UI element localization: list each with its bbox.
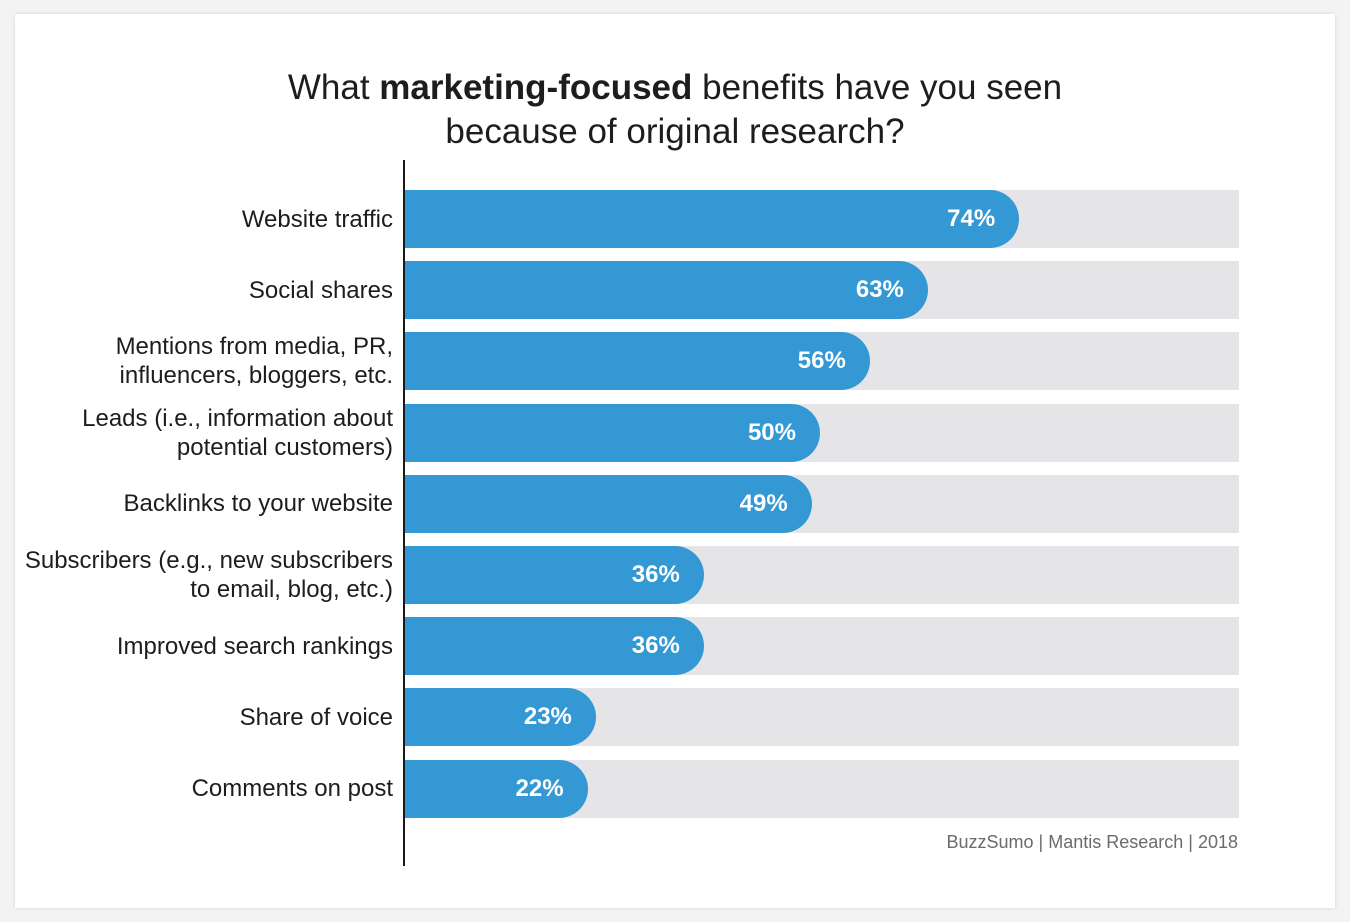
category-label: Share of voice	[20, 703, 393, 732]
bar	[405, 190, 1020, 248]
chart-title-line-2: because of original research?	[445, 112, 905, 151]
category-label: Leads (i.e., information about potential …	[20, 404, 393, 462]
category-label: Improved search rankings	[20, 632, 393, 661]
y-axis-line	[403, 160, 405, 866]
category-label: Backlinks to your website	[20, 489, 393, 518]
bar-value-label: 74%	[947, 205, 996, 232]
bar-value-label: 63%	[855, 276, 904, 304]
category-label-line: Social shares	[248, 276, 393, 304]
bar-value-label: 22%	[515, 774, 564, 802]
bar	[405, 617, 704, 676]
bar-value-label: 56%	[797, 347, 846, 375]
bar	[405, 474, 812, 533]
bar	[405, 546, 704, 604]
bar-value-label: 36%	[631, 561, 680, 588]
category-label: Mentions from media, PR, influencers, blo…	[20, 332, 393, 390]
title-post: benefits have you seen	[692, 68, 1063, 107]
bar	[405, 261, 928, 320]
bar-value-label: 50%	[747, 418, 796, 446]
category-label: Social shares	[20, 276, 393, 305]
bar	[405, 403, 820, 462]
category-label: Subscribers (e.g., new subscribers to ema…	[20, 546, 393, 604]
category-label-line: Subscribers (e.g., new subscribers	[24, 547, 393, 574]
bar	[405, 332, 870, 391]
bar-value-label: 49%	[739, 489, 788, 517]
category-label-line: Improved search rankings	[116, 632, 393, 660]
title-pre: What	[287, 68, 380, 107]
category-label-line: Website traffic	[241, 205, 393, 233]
category-label-line: Leads (i.e., information about	[82, 404, 393, 432]
source-credit: BuzzSumo | Mantis Research | 2018	[946, 832, 1239, 852]
chart-title-line-1: What marketing-focused benefits have you…	[0, 66, 1350, 110]
title-bold: marketing-focused	[379, 68, 693, 107]
category-label-line: influencers, bloggers, etc.	[119, 362, 393, 390]
bar	[405, 688, 596, 747]
bar-value-label: 36%	[631, 632, 680, 660]
category-label-line: Share of voice	[239, 703, 393, 731]
category-label-line: Comments on post	[191, 775, 393, 803]
category-label: Website traffic	[20, 205, 393, 234]
bar-value-label: 23%	[523, 703, 572, 731]
category-label-line: Mentions from media, PR,	[115, 333, 393, 361]
category-label-line: to email, blog, etc.)	[190, 576, 393, 603]
category-label-line: Backlinks to your website	[123, 490, 393, 518]
bar	[405, 759, 588, 818]
category-label: Comments on post	[20, 774, 393, 803]
category-label-line: potential customers)	[176, 433, 393, 461]
